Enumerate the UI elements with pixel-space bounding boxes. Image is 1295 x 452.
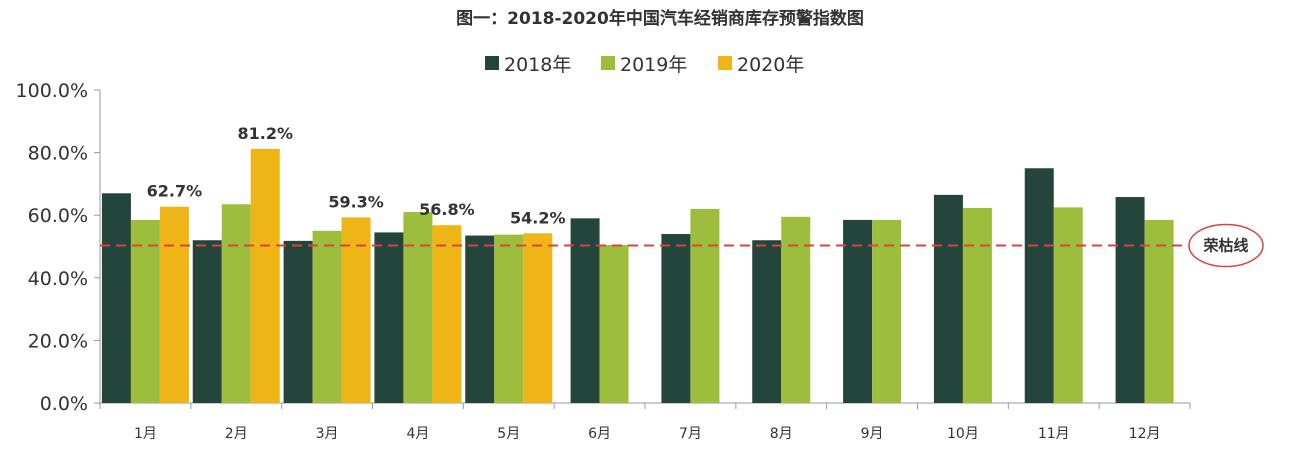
bar-0-10 [1024,168,1054,403]
bar-1-11 [1144,219,1174,403]
bar-0-3 [374,232,404,403]
bar-1-1 [221,204,251,403]
y-tick-label: 0.0% [40,393,88,415]
y-tick-label: 40.0% [28,268,88,290]
bar-0-11 [1115,197,1145,403]
bar-0-0 [101,193,131,403]
data-label: 59.3% [328,192,384,211]
x-tick-label: 11月 [1038,426,1070,442]
bar-1-7 [781,216,811,403]
bar-1-5 [599,244,629,403]
legend-swatch-2 [718,56,732,70]
reference-line: 荣枯线 [100,223,1264,268]
bar-2-2 [341,217,371,403]
bar-1-9 [962,208,992,403]
x-tick-label: 8月 [770,426,793,442]
x-tick-label: 2月 [225,426,248,442]
bars [101,148,1174,403]
x-tick-label: 9月 [861,426,884,442]
y-tick-label: 100.0% [16,80,88,102]
x-tick-label: 7月 [679,426,702,442]
bar-0-5 [570,218,600,403]
y-axis: 0.0% 20.0% 40.0% 60.0% 80.0% 100.0% [16,80,101,415]
bar-1-0 [130,219,160,403]
y-tick-label: 80.0% [28,143,88,165]
data-label: 56.8% [419,200,475,219]
bar-0-7 [752,240,782,403]
data-label: 81.2% [237,124,293,143]
bar-1-10 [1053,207,1083,403]
legend-label-2: 2020年 [737,54,804,76]
boom-bust-ellipse [1188,223,1264,268]
x-tick-label: 12月 [1129,426,1161,442]
bar-1-3 [403,212,433,403]
bar-2-1 [250,148,280,403]
bar-2-3 [432,225,462,403]
bar-2-0 [159,206,189,403]
legend-label-0: 2018年 [504,54,571,76]
bar-1-4 [494,234,524,403]
bar-0-8 [843,219,873,403]
x-axis: 1月 2月 3月 4月 5月 6月 7月 8月 9月 10月 11月 12月 [99,402,1191,442]
data-label: 62.7% [147,182,203,201]
x-tick-label: 3月 [316,426,339,442]
data-label: 54.2% [510,208,566,227]
bar-0-9 [933,194,963,403]
legend-swatch-1 [601,56,615,70]
bar-0-4 [465,235,495,403]
data-labels: 62.7% 81.2% 59.3% 56.8% 54.2% [147,124,566,228]
bar-0-2 [283,240,313,403]
x-tick-label: 5月 [497,426,520,442]
chart-title: 图一：2018-2020年中国汽车经销商库存预警指数图 [456,8,864,29]
y-tick-label: 20.0% [28,330,88,352]
x-tick-label: 6月 [588,426,611,442]
legend: 2018年 2019年 2020年 [485,54,804,76]
y-tick-label: 60.0% [28,205,88,227]
legend-swatch-0 [485,56,499,70]
x-tick-label: 10月 [947,426,979,442]
legend-label-1: 2019年 [620,54,687,76]
bar-0-1 [192,240,222,403]
bar-1-6 [690,208,720,403]
bar-1-2 [312,230,342,403]
boom-bust-label: 荣枯线 [1202,237,1248,255]
bar-0-6 [661,233,691,403]
bar-2-4 [523,233,553,403]
bar-1-8 [872,219,902,403]
x-tick-label: 1月 [134,426,157,442]
x-tick-label: 4月 [406,426,429,442]
